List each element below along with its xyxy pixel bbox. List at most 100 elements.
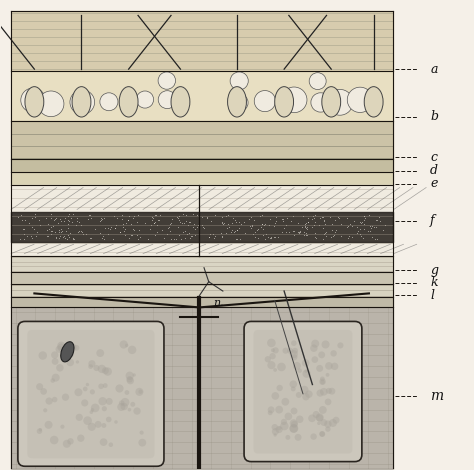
Point [68,218,76,226]
Point [337,232,345,240]
Point [206,234,213,241]
Point [284,434,292,441]
Point [69,211,76,218]
Point [168,215,175,223]
Point [175,232,182,239]
Point [348,222,356,230]
Point [17,212,25,219]
Point [331,362,338,370]
Point [52,374,60,381]
Circle shape [347,87,373,112]
Point [295,391,302,399]
Point [155,216,162,224]
Circle shape [70,90,95,114]
Point [246,222,254,229]
Point [101,367,109,375]
Point [311,356,319,363]
Point [129,400,137,408]
Point [189,223,196,231]
Point [200,225,208,232]
Point [223,224,231,232]
Point [269,352,276,360]
Point [220,219,228,227]
Point [344,235,352,242]
Point [105,224,112,232]
Point [58,342,65,350]
Point [230,228,238,235]
Point [91,404,99,412]
Point [272,346,280,354]
Point [262,230,270,237]
Text: d: d [430,164,438,177]
Point [356,218,364,226]
Point [52,235,60,242]
Point [73,214,81,222]
Point [88,360,96,368]
Point [254,227,261,234]
Point [279,216,286,223]
Point [372,216,380,224]
Point [55,228,62,236]
Point [318,351,326,359]
Point [358,218,366,225]
Point [93,364,100,372]
Point [302,231,310,239]
Point [203,214,211,222]
Point [134,235,142,243]
Point [232,218,239,226]
Point [40,388,47,395]
Point [286,347,294,355]
Point [191,232,199,239]
Point [41,407,49,414]
Point [198,221,206,229]
Point [51,396,58,403]
Point [236,235,244,243]
Point [118,215,125,223]
Text: b: b [430,110,438,123]
Point [111,225,118,232]
Point [320,388,328,396]
Point [185,219,193,226]
Point [367,224,375,232]
Point [228,219,236,227]
Point [319,406,327,414]
Point [320,217,328,224]
Point [320,231,328,238]
Point [328,233,335,241]
Point [59,423,66,431]
Point [147,221,155,228]
Point [300,231,308,238]
Point [69,235,76,243]
Point [16,235,24,243]
Point [154,228,161,235]
Point [274,234,282,241]
Point [73,344,80,352]
Point [176,218,184,226]
Point [267,406,275,414]
Point [107,224,115,231]
Point [167,219,174,226]
Point [136,233,144,241]
Point [75,227,83,235]
Point [52,234,59,241]
Point [346,232,353,239]
Point [64,220,72,228]
Point [203,214,211,221]
Point [74,228,82,235]
Point [88,423,96,431]
Point [61,214,68,221]
Point [123,342,130,349]
Point [61,348,69,356]
Point [43,215,50,222]
Point [234,227,241,234]
Point [123,389,131,396]
Point [302,230,310,237]
Point [56,364,64,372]
Point [251,234,259,241]
Point [291,347,299,354]
Point [346,220,354,227]
Point [255,226,262,233]
Point [271,233,279,241]
Point [118,211,126,219]
Point [219,219,226,227]
